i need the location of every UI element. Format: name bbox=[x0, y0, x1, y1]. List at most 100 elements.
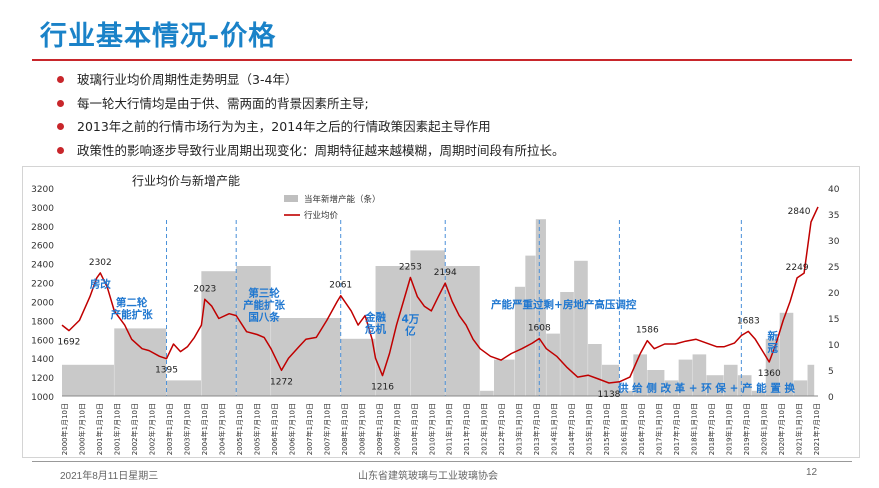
price-point-label: 1272 bbox=[270, 377, 293, 387]
capacity-bar bbox=[445, 266, 480, 396]
page-title: 行业基本情况-价格 bbox=[40, 21, 277, 52]
legend-label-capacity: 当年新增产能（条） bbox=[304, 194, 381, 205]
y-right-tick-label: 0 bbox=[828, 393, 834, 403]
x-tick-label: 2014年1月10日 bbox=[550, 403, 559, 455]
y-left-tick-label: 2200 bbox=[31, 280, 54, 290]
event-annotation: 国八条 bbox=[248, 311, 280, 324]
x-tick-label: 2019年7月10日 bbox=[742, 403, 751, 455]
capacity-bar bbox=[664, 380, 679, 396]
page-number: 12 bbox=[806, 467, 818, 478]
x-tick-label: 2017年1月10日 bbox=[655, 403, 664, 455]
capacity-bar bbox=[236, 266, 271, 396]
event-annotation: 房改 bbox=[90, 277, 111, 290]
capacity-bar bbox=[494, 359, 515, 396]
capacity-bar bbox=[723, 364, 738, 396]
x-tick-label: 2000年1月10日 bbox=[60, 403, 69, 455]
x-tick-label: 2007年7月10日 bbox=[322, 403, 331, 455]
footer-org: 山东省建筑玻璃与工业玻璃协会 bbox=[358, 471, 498, 482]
event-annotation: 危机 bbox=[364, 322, 386, 335]
footer-divider bbox=[32, 461, 852, 462]
capacity-bar bbox=[62, 364, 114, 396]
capacity-bar bbox=[525, 255, 536, 396]
capacity-bar bbox=[340, 338, 376, 396]
y-right-tick-label: 30 bbox=[828, 237, 840, 247]
footer-date: 2021年8月11日星期三 bbox=[60, 471, 159, 482]
x-tick-label: 2005年1月10日 bbox=[235, 403, 244, 455]
x-tick-label: 2003年7月10日 bbox=[182, 403, 191, 455]
event-annotation: 产能严重过剩+房地产高压调控 bbox=[491, 298, 637, 311]
event-annotation: 4万 bbox=[401, 313, 419, 325]
event-annotation: 新 bbox=[767, 329, 778, 342]
capacity-bar bbox=[692, 354, 707, 396]
y-right-tick-label: 10 bbox=[828, 341, 840, 351]
x-tick-label: 2016年1月10日 bbox=[620, 403, 629, 455]
x-tick-label: 2002年1月10日 bbox=[130, 403, 139, 455]
y-right-tick-label: 35 bbox=[828, 211, 839, 221]
capacity-bar bbox=[480, 390, 494, 396]
x-tick-label: 2014年7月10日 bbox=[567, 403, 576, 455]
y-right-tick-label: 25 bbox=[828, 263, 839, 273]
legend-label-price: 行业均价 bbox=[304, 210, 339, 221]
event-annotation: 产能扩张 bbox=[243, 299, 285, 312]
capacity-bar bbox=[114, 328, 167, 396]
x-tick-label: 2016年7月10日 bbox=[637, 403, 646, 455]
capacity-bar bbox=[201, 271, 236, 396]
x-tick-label: 2006年7月10日 bbox=[287, 403, 296, 455]
capacity-bar bbox=[807, 364, 815, 396]
x-tick-label: 2011年7月10日 bbox=[462, 403, 471, 455]
x-tick-label: 2010年7月10日 bbox=[427, 403, 436, 455]
bullet-item: 每一轮大行情均是由于供、需两面的背景因素所主导; bbox=[55, 92, 565, 116]
x-tick-label: 2003年1月10日 bbox=[165, 403, 174, 455]
bullet-list: 玻璃行业均价周期性走势明显（3-4年） 每一轮大行情均是由于供、需两面的背景因素… bbox=[55, 68, 565, 162]
price-point-label: 1360 bbox=[758, 369, 781, 379]
x-tick-label: 2009年7月10日 bbox=[392, 403, 401, 455]
x-tick-label: 2011年1月10日 bbox=[445, 403, 454, 455]
y-left-tick-label: 2600 bbox=[31, 242, 54, 252]
x-tick-label: 2012年1月10日 bbox=[480, 403, 489, 455]
price-point-label: 1692 bbox=[58, 338, 81, 348]
x-tick-label: 2001年7月10日 bbox=[112, 403, 121, 455]
y-left-tick-label: 1800 bbox=[31, 317, 54, 327]
x-tick-label: 2021年7月10日 bbox=[812, 403, 821, 455]
x-tick-label: 2010年1月10日 bbox=[410, 403, 419, 455]
price-point-label: 1586 bbox=[636, 326, 659, 336]
price-capacity-chart: 行业均价与新增产能 1000 1200 1400 1600 1800 2000 2200 240… bbox=[31, 173, 840, 455]
capacity-bar bbox=[574, 260, 588, 396]
x-tick-label: 2020年1月10日 bbox=[760, 403, 769, 455]
chart-title: 行业均价与新增产能 bbox=[132, 173, 240, 188]
x-tick-label: 2017年7月10日 bbox=[672, 403, 681, 455]
title-divider bbox=[32, 59, 852, 61]
bullet-item: 政策性的影响逐步导致行业周期出现变化：周期特征越来越模糊，周期时间段有所拉长。 bbox=[55, 139, 565, 163]
x-tick-label: 2012年7月10日 bbox=[497, 403, 506, 455]
price-point-label: 1608 bbox=[528, 324, 551, 334]
x-tick-label: 2005年7月10日 bbox=[252, 403, 261, 455]
x-tick-label: 2009年1月10日 bbox=[375, 403, 384, 455]
capacity-bar bbox=[535, 219, 546, 396]
x-tick-label: 2001年1月10日 bbox=[95, 403, 104, 455]
capacity-bar bbox=[166, 380, 202, 396]
x-tick-label: 2004年7月10日 bbox=[217, 403, 226, 455]
x-tick-label: 2008年7月10日 bbox=[357, 403, 366, 455]
x-tick-label: 2006年1月10日 bbox=[270, 403, 279, 455]
capacity-bar bbox=[765, 338, 780, 396]
capacity-bar bbox=[271, 318, 341, 396]
capacity-bar bbox=[546, 333, 560, 396]
price-point-label: 1138 bbox=[598, 390, 621, 400]
x-tick-label: 2007年1月10日 bbox=[305, 403, 314, 455]
capacity-bar bbox=[779, 312, 794, 396]
x-tick-label: 2002年7月10日 bbox=[147, 403, 156, 455]
price-point-label: 2253 bbox=[399, 263, 422, 273]
x-tick-label: 2018年7月10日 bbox=[707, 403, 716, 455]
price-point-label: 2194 bbox=[434, 268, 457, 278]
price-point-label: 1216 bbox=[371, 383, 394, 393]
y-left-tick-label: 1200 bbox=[31, 374, 54, 384]
event-annotation: 冠 bbox=[767, 342, 778, 354]
bullet-item: 玻璃行业均价周期性走势明显（3-4年） bbox=[55, 68, 565, 92]
bullet-item: 2013年之前的行情市场行为为主，2014年之后的行情政策因素起主导作用 bbox=[55, 115, 565, 139]
x-tick-label: 2015年7月10日 bbox=[602, 403, 611, 455]
price-point-label: 2302 bbox=[89, 258, 112, 268]
x-tick-label: 2013年1月10日 bbox=[515, 403, 524, 455]
capacity-bar bbox=[678, 359, 693, 396]
chart-frame bbox=[22, 166, 860, 458]
y-left-tick-label: 3200 bbox=[31, 185, 54, 195]
